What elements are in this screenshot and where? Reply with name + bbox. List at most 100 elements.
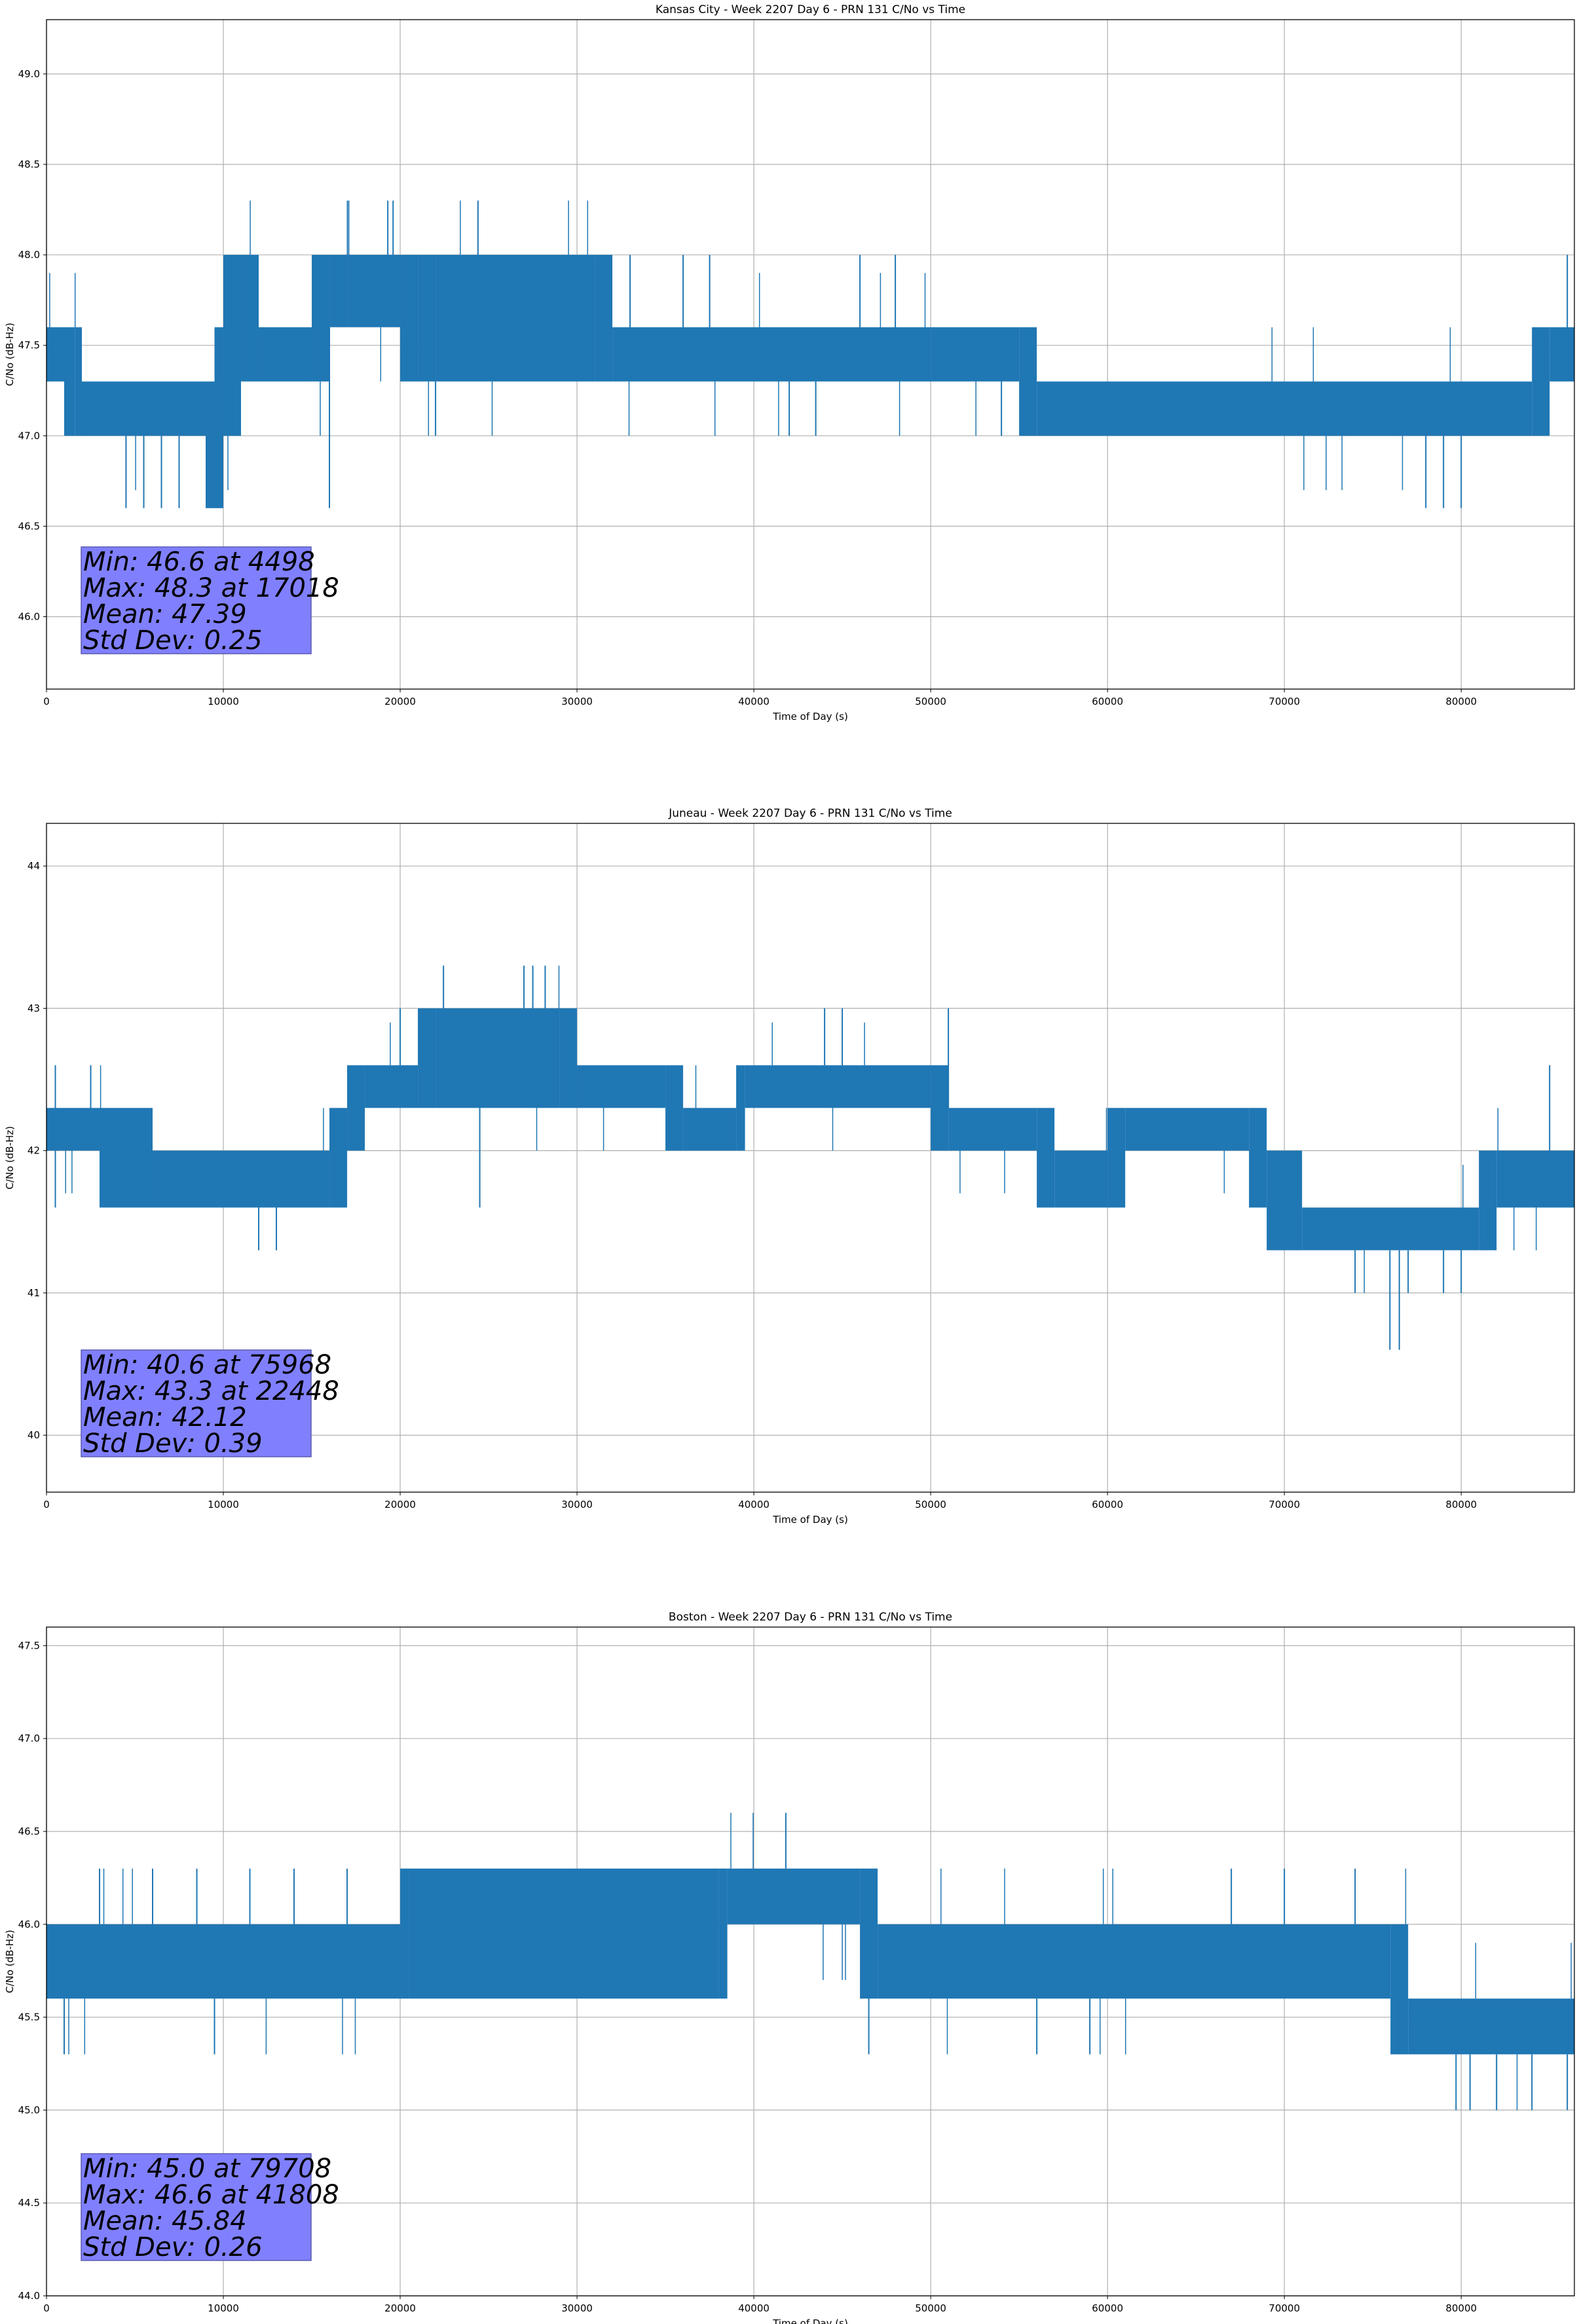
signal-texture (68, 1812, 1572, 2110)
signal-band (1054, 1150, 1108, 1208)
x-tick-label: 10000 (208, 1499, 239, 1510)
signal-band (329, 1108, 348, 1208)
signal-band (683, 1108, 737, 1151)
signal-band (46, 1108, 100, 1151)
signal-band (1267, 1150, 1303, 1250)
chart-panel-2: 0 10000 20000 30000 40000 50000 60000 70000 8000… (4, 807, 1575, 1526)
stats-max: Max: 46.6 at 41808 (83, 2180, 339, 2210)
x-tick-label: 20000 (384, 2302, 416, 2314)
signal-texture (49, 200, 1451, 491)
y-tick-label: 44.0 (18, 2290, 40, 2302)
signal-band (329, 255, 348, 328)
y-tick-label: 41 (28, 1287, 40, 1299)
x-tick-label: 50000 (915, 1499, 946, 1510)
y-tick-label: 47.0 (18, 430, 40, 441)
chart-title: Boston - Week 2207 Day 6 - PRN 131 C/No … (669, 1611, 952, 1624)
stats-box-background (81, 546, 312, 654)
y-tick-label: 48.0 (18, 249, 40, 261)
signal-band (1125, 1108, 1250, 1151)
x-tick-label: 10000 (208, 696, 239, 707)
axes-frame (46, 19, 1575, 690)
x-tick-label: 0 (43, 1499, 50, 1510)
stats-min: Min: 46.6 at 4498 (83, 547, 315, 577)
chart-title: Juneau - Week 2207 Day 6 - PRN 131 C/No … (668, 807, 952, 820)
signal-band (206, 381, 215, 508)
signal-band (82, 381, 206, 436)
signal-band (347, 255, 401, 328)
x-tick-label: 40000 (738, 696, 770, 707)
signal-band (1302, 1207, 1479, 1250)
y-tick-label: 47.0 (18, 1733, 40, 1744)
signal-band (745, 1065, 931, 1108)
signal-band (727, 1868, 861, 1924)
signal-band (1479, 1150, 1497, 1250)
y-tick-label: 47.5 (18, 1640, 40, 1651)
signal-band (1107, 1108, 1126, 1208)
stats-std: Std Dev: 0.25 (83, 626, 263, 656)
stats-std: Std Dev: 0.26 (83, 2232, 263, 2262)
x-tick-label: 60000 (1092, 1499, 1123, 1510)
stats-min: Min: 45.0 at 79708 (83, 2154, 331, 2184)
signal-band (1408, 1998, 1574, 2055)
stats-max: Max: 43.3 at 22448 (83, 1376, 339, 1406)
stats-mean: Mean: 42.12 (83, 1402, 247, 1433)
y-tick-label: 46.5 (18, 520, 40, 532)
signal-band (577, 1065, 666, 1108)
y-tick-label: 40 (28, 1429, 40, 1441)
y-tick-label: 45.0 (18, 2104, 40, 2116)
signal-band (1549, 327, 1574, 382)
signal-band (223, 255, 242, 436)
y-tick-label: 46.0 (18, 611, 40, 623)
stats-box-background (81, 1349, 312, 1457)
axes-frame (46, 1626, 1575, 2296)
x-tick-label: 60000 (1092, 696, 1123, 707)
x-tick-label: 40000 (738, 2302, 770, 2314)
signal-band (931, 327, 1020, 382)
stats-min: Min: 40.6 at 75968 (83, 1350, 331, 1380)
x-tick-label: 20000 (384, 1499, 416, 1510)
signal-band (418, 255, 436, 382)
y-axis-label: C/No (dB-Hz) (4, 1930, 16, 1993)
y-tick-label: 44.5 (18, 2197, 40, 2209)
x-tick-label: 30000 (561, 1499, 593, 1510)
signal-band (718, 1868, 728, 1999)
x-axis-label: Time of Day (s) (772, 2317, 848, 2324)
y-tick-label: 45.5 (18, 2012, 40, 2023)
y-tick-label: 48.5 (18, 159, 40, 170)
signal-band (400, 255, 418, 382)
x-tick-label: 80000 (1445, 696, 1477, 707)
x-tick-label: 70000 (1269, 696, 1300, 707)
signal-band (559, 1008, 578, 1108)
x-tick-label: 80000 (1445, 1499, 1477, 1510)
signal-band (64, 327, 75, 436)
signal-band (365, 1065, 418, 1108)
data-series (46, 200, 1574, 508)
signal-band (46, 1924, 401, 1999)
y-tick-label: 42 (28, 1145, 40, 1157)
x-tick-label: 40000 (738, 1499, 770, 1510)
x-tick-label: 0 (43, 696, 50, 707)
signal-band (665, 1065, 684, 1151)
signal-band (418, 1008, 436, 1108)
stats-box-background (81, 2153, 312, 2261)
x-tick-label: 50000 (915, 2302, 946, 2314)
y-tick-label: 46.0 (18, 1919, 40, 1930)
axes-frame (46, 823, 1575, 1493)
signal-band (736, 1065, 745, 1151)
x-tick-label: 20000 (384, 696, 416, 707)
x-axis-label: Time of Day (s) (772, 711, 848, 722)
stats-mean: Mean: 47.39 (83, 599, 247, 629)
signal-band (1532, 327, 1550, 436)
signal-texture (65, 965, 1537, 1293)
stats-std: Std Dev: 0.39 (83, 1429, 263, 1459)
signal-band (612, 327, 931, 382)
y-tick-label: 49.0 (18, 68, 40, 80)
signal-band (312, 255, 330, 382)
signal-band (153, 1150, 330, 1208)
signal-band (931, 1065, 949, 1151)
signal-band (436, 255, 595, 382)
signal-band (259, 327, 312, 382)
